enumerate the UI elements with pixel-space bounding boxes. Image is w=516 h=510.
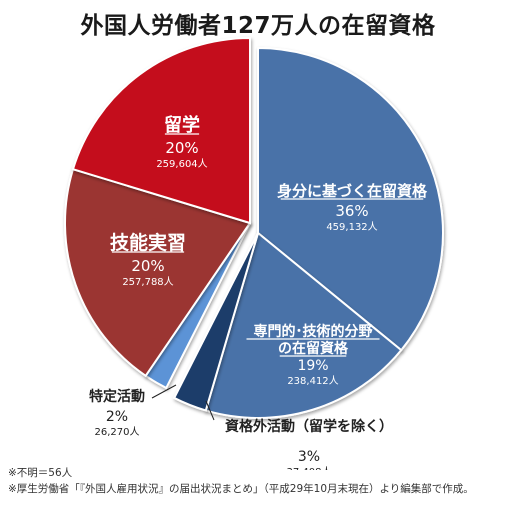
slice-label-4-line-0: 技能実習 [110, 231, 186, 254]
slice-count-2: 37,408人 [287, 466, 332, 470]
slice-percent-4: 20% [131, 257, 164, 275]
slice-percent-1: 19% [297, 358, 328, 374]
slice-label-1-line-1: の在留資格 [278, 340, 349, 357]
slice-count-4: 257,788人 [122, 276, 173, 288]
slice-percent-5: 20% [165, 139, 198, 157]
pie-chart: 身分に基づく在留資格 36%459,132人専門的･技術的分野の在留資格19%23… [64, 36, 444, 470]
leader-line-tokutei [151, 384, 177, 399]
chart-title: 外国人労働者127万人の在留資格 [80, 13, 436, 39]
slice-count-3: 26,270人 [95, 426, 140, 438]
pie-slice-1 [204, 231, 403, 419]
footnotes: ※不明＝56人 ※厚生労働省「『外国人雇用状況』の届出状況まとめ」（平成29年1… [8, 465, 513, 497]
slice-label-2-line-0: 資格外活動（留学を除く） [225, 418, 393, 435]
slice-count-1: 238,412人 [287, 375, 338, 387]
slice-percent-3: 2% [106, 409, 128, 425]
slice-label-3-line-0: 特定活動 [89, 388, 145, 405]
pie-slice-4 [64, 167, 252, 378]
slice-count-0: 459,132人 [326, 221, 377, 233]
pie-slice-2 [172, 232, 259, 412]
footnote-source: ※厚生労働省「『外国人雇用状況』の届出状況まとめ」（平成29年10月末現在）より… [8, 483, 474, 495]
slice-label-1-line-0: 専門的･技術的分野 [254, 323, 373, 340]
slice-count-5: 259,604人 [156, 158, 207, 170]
leader-line-shikakugai [205, 400, 215, 421]
slice-label-0-line-0: 身分に基づく在留資格 [277, 182, 428, 200]
slice-percent-0: 36% [335, 202, 368, 220]
footnote-unknown: ※不明＝56人 [8, 467, 73, 479]
pie-slice-5 [71, 36, 251, 225]
slice-percent-2: 3% [298, 449, 320, 465]
slice-label-5-line-0: 留学 [164, 114, 200, 136]
